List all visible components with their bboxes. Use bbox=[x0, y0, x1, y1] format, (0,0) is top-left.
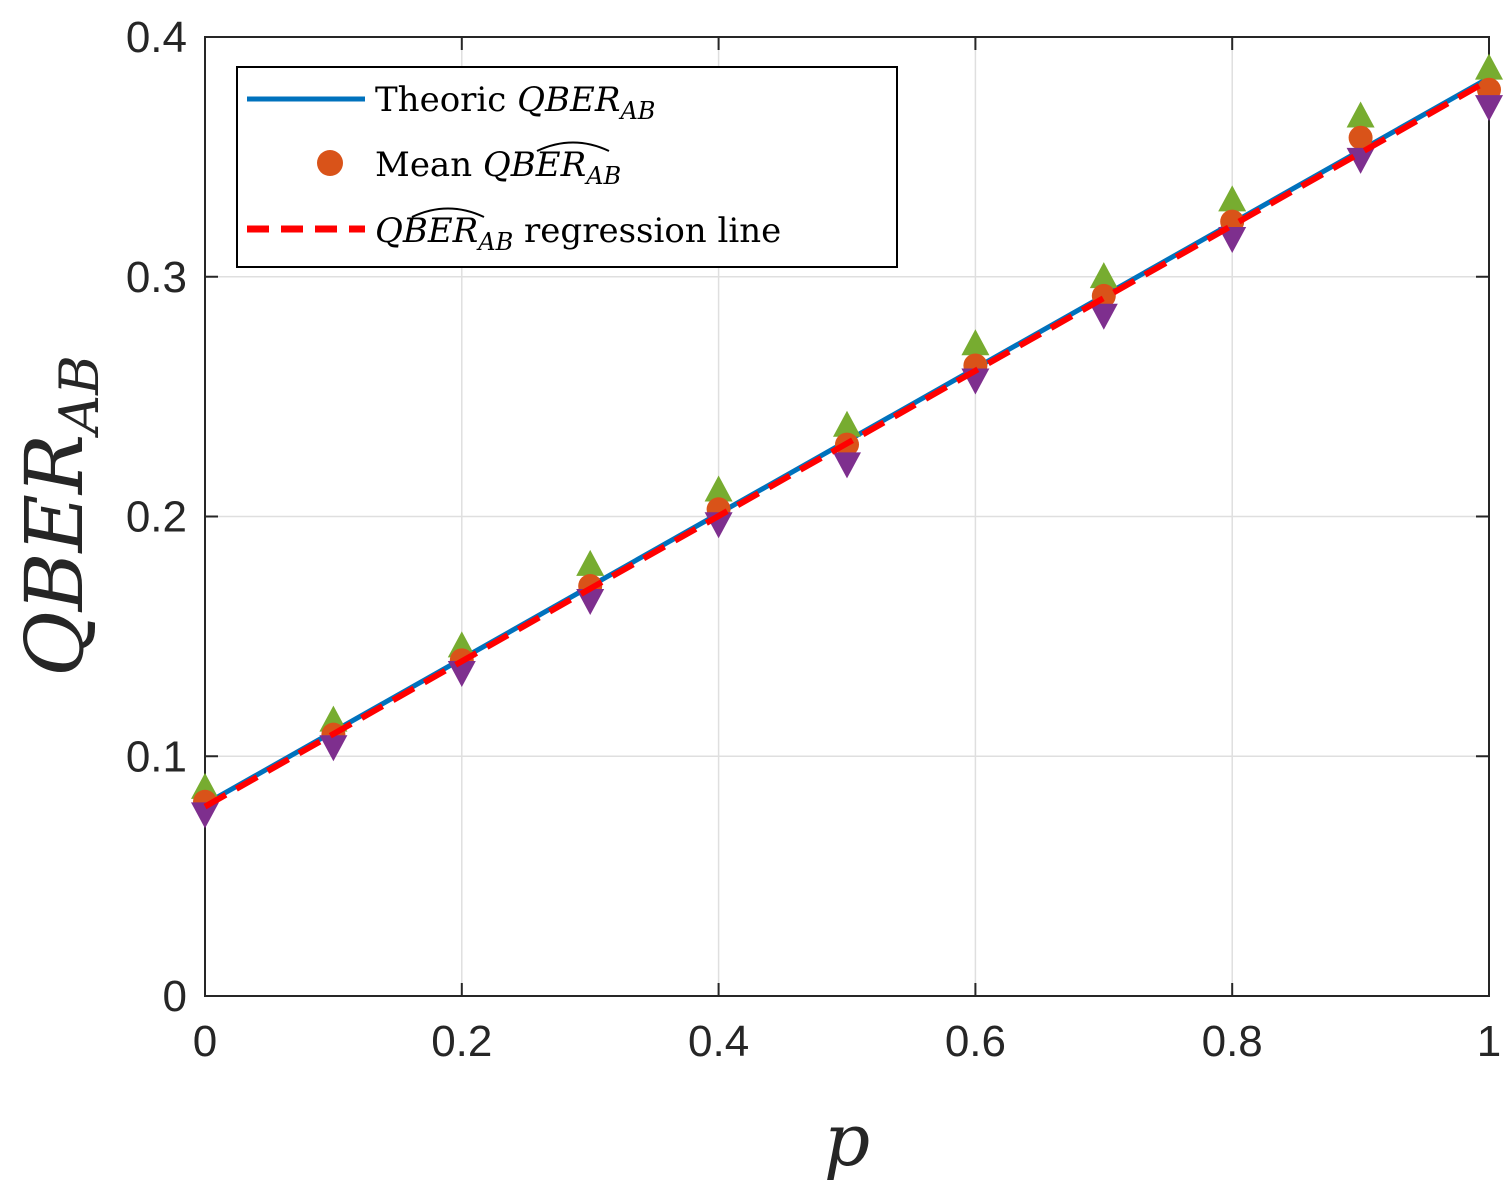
plot-frame bbox=[204, 36, 1490, 997]
x-tick-label: 0.2 bbox=[431, 1017, 492, 1066]
min-point bbox=[1089, 303, 1118, 330]
x-tick-label: 0.4 bbox=[688, 1017, 749, 1066]
legend-label-theoric: Theoric QBERAB bbox=[375, 80, 655, 125]
legend-entry-mean: Mean QBERAB bbox=[317, 141, 621, 190]
max-point bbox=[1346, 101, 1375, 128]
x-tick-label: 0.8 bbox=[1202, 1017, 1263, 1066]
max-point bbox=[576, 549, 605, 576]
min-point bbox=[1218, 226, 1247, 253]
max-point bbox=[961, 329, 990, 356]
x-tick-label: 1 bbox=[1477, 1017, 1501, 1066]
legend-hat-regression bbox=[411, 207, 485, 218]
y-tick-labels: 0 0.1 0.2 0.3 0.4 bbox=[126, 13, 187, 1021]
legend-sub: AB bbox=[584, 162, 621, 190]
legend-math: QBER bbox=[375, 211, 478, 251]
y-axis-title: QBERAB bbox=[8, 355, 111, 677]
max-point bbox=[833, 410, 861, 437]
max-point bbox=[704, 475, 733, 502]
x-tick-labels: 0 0.2 0.4 0.6 0.8 1 bbox=[193, 1017, 1501, 1066]
x-axis-title: p bbox=[824, 1098, 870, 1182]
legend-hat-mean bbox=[536, 141, 610, 152]
series-layer bbox=[191, 53, 1503, 829]
max-point bbox=[1475, 53, 1503, 80]
legend-math: QBER bbox=[517, 80, 620, 120]
legend-prefix: Theoric bbox=[375, 80, 517, 120]
legend-prefix: Mean bbox=[375, 145, 483, 185]
legend-entry-theoric: Theoric QBERAB bbox=[247, 80, 655, 125]
min-point bbox=[833, 452, 861, 479]
y-tick-label: 0.3 bbox=[126, 253, 187, 302]
legend-sub: AB bbox=[618, 97, 655, 125]
min-point bbox=[447, 660, 476, 687]
y-axis-title-sub: AB bbox=[48, 355, 111, 439]
legend-swatch-circle bbox=[317, 150, 343, 176]
min-point bbox=[319, 735, 348, 762]
max-point bbox=[1089, 262, 1118, 289]
legend-entry-regression: QBERAB regression line bbox=[247, 207, 781, 256]
y-tick-label: 0 bbox=[163, 972, 187, 1021]
max-point bbox=[1218, 185, 1247, 212]
y-tick-label: 0.4 bbox=[126, 13, 187, 62]
legend-label-regression: QBERAB regression line bbox=[375, 211, 781, 256]
legend-sub: AB bbox=[476, 228, 513, 256]
x-tick-label: 0.6 bbox=[945, 1017, 1006, 1066]
min-point bbox=[191, 802, 219, 829]
mean-point bbox=[1348, 125, 1373, 150]
x-tick-label: 0 bbox=[193, 1017, 217, 1066]
legend-suffix: regression line bbox=[513, 211, 781, 251]
legend-label-mean: Mean QBERAB bbox=[375, 145, 621, 190]
y-tick-label: 0.1 bbox=[126, 732, 187, 781]
legend-math: QBER bbox=[483, 145, 586, 185]
min-point bbox=[1346, 147, 1375, 174]
y-axis-title-main: QBER bbox=[8, 434, 101, 677]
y-tick-label: 0.2 bbox=[126, 493, 187, 542]
regression-line bbox=[203, 77, 1491, 810]
legend: Theoric QBERAB Mean QBERAB QBERAB regres… bbox=[236, 66, 898, 268]
min-point bbox=[1475, 95, 1503, 122]
